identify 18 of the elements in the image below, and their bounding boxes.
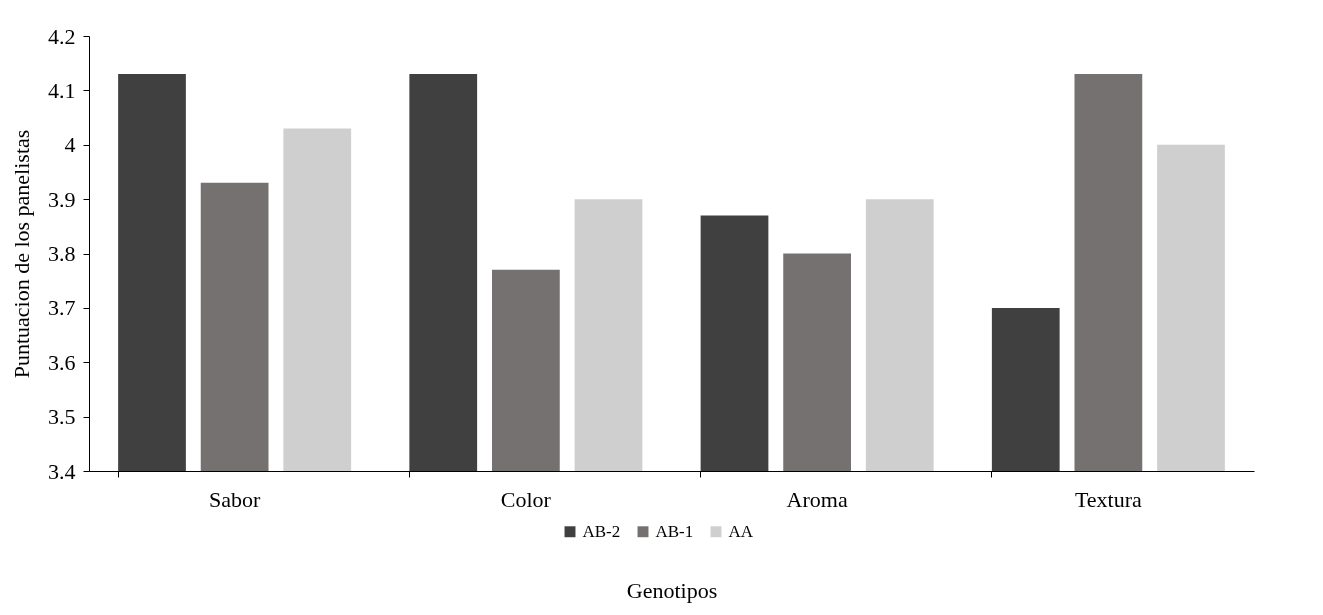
y-tick-label: 3.5 [48, 404, 76, 430]
y-tick-label: 3.8 [48, 241, 76, 266]
x-tick-label: Aroma [786, 486, 848, 512]
x-tick-label: Sabor [208, 486, 261, 512]
x-tick-label: Color [500, 486, 552, 512]
legend-label: AB-1 [655, 521, 694, 541]
y-tick-label: 3.7 [48, 295, 76, 321]
y-tick-label: 3.9 [48, 186, 76, 212]
legend-label: AA [728, 521, 754, 541]
x-tick-label: Textura [1074, 486, 1143, 512]
y-tick-label: 4.1 [48, 77, 76, 103]
y-tick-label: 4 [64, 132, 76, 158]
x-axis-title: Genotipos [626, 577, 718, 603]
y-tick-label: 3.6 [48, 349, 76, 375]
y-tick-label: 4.2 [48, 23, 76, 49]
legend-label: AB-2 [582, 521, 621, 541]
y-tick-label: 3.4 [48, 458, 76, 484]
y-axis-title: Puntuacion de los panelistas [9, 129, 34, 379]
